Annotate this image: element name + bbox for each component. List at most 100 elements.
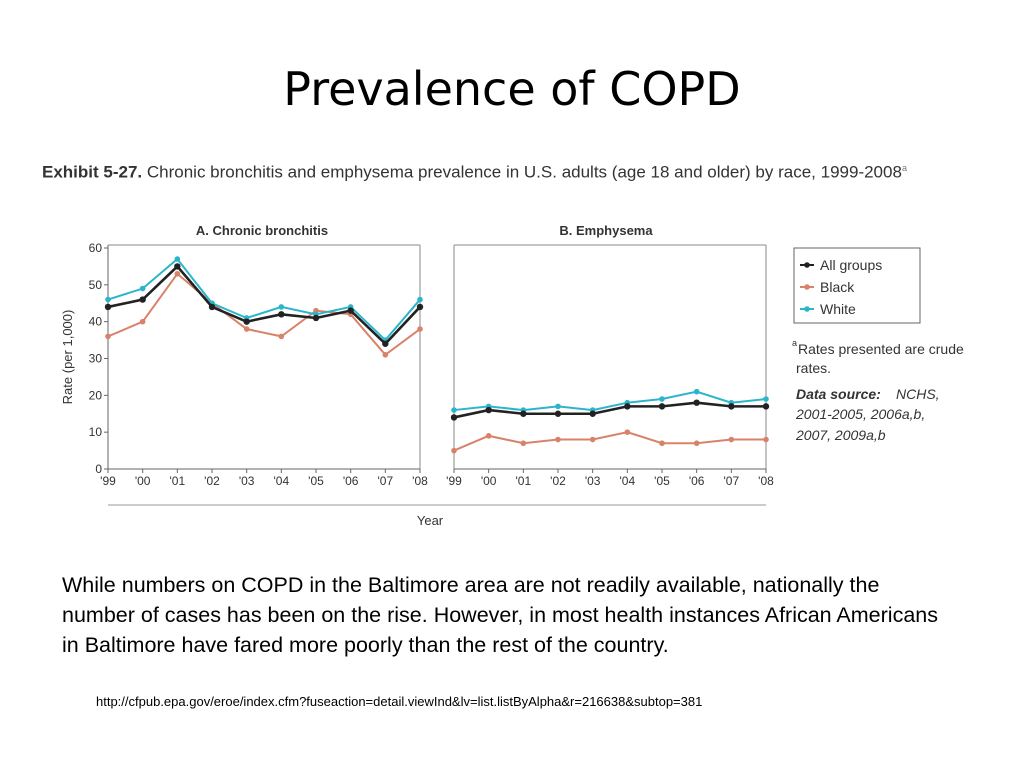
- data-source-label: Data source:: [796, 386, 881, 402]
- data-source-line-2: 2001-2005, 2006a,b,: [795, 406, 925, 422]
- panel-a-point-all-groups: [416, 303, 424, 311]
- panel-a-x-tick-label: '00: [135, 474, 151, 488]
- panel-a-x-tick-label: '03: [239, 474, 255, 488]
- panel-a-point-all-groups: [347, 307, 354, 314]
- panel-b-point-black: [555, 436, 561, 443]
- panel-a-x-tick-label: '08: [412, 474, 428, 488]
- legend-label-all-groups: All groups: [820, 257, 882, 273]
- panel-a-series-line-black: [107, 272, 421, 357]
- legend-box: [793, 247, 921, 324]
- panel-b-point-all-groups: [450, 414, 458, 421]
- panel-a-point-black: [382, 352, 389, 358]
- panel-a-x-tick-label: '02: [204, 474, 220, 488]
- panel-b-x-tick-label: '00: [481, 474, 497, 488]
- panel-b-point-all-groups: [658, 403, 666, 410]
- exhibit-caption: Exhibit 5-27. Chronic bronchitis and emp…: [42, 156, 942, 185]
- panel-a-point-black: [278, 333, 285, 340]
- x-axis-label: Year: [417, 513, 444, 528]
- panel-a-y-tick-label: 20: [89, 388, 103, 402]
- panel-b-point-white: [763, 396, 769, 402]
- panel-b-x-tick-label: '02: [550, 474, 566, 488]
- data-source-line-1: NCHS,: [896, 386, 940, 402]
- panel-a-series-line-white: [107, 257, 421, 342]
- panel-b-point-black: [693, 440, 700, 447]
- legend-marker-black: [804, 284, 810, 290]
- footnote-line-2: rates.: [796, 360, 831, 376]
- panel-a-point-white: [174, 256, 181, 262]
- panel-b-point-black: [520, 440, 527, 447]
- panel-a-x-tick-label: '06: [343, 474, 359, 488]
- panel-a-point-all-groups: [139, 296, 146, 303]
- panel-a-x-tick-label: '01: [170, 474, 186, 488]
- y-axis-label: Rate (per 1,000): [60, 310, 75, 405]
- footnote-line-1: Rates presented are crude: [798, 341, 964, 357]
- panel-b-series-line-black: [453, 431, 766, 452]
- panel-a-y-tick-label: 10: [89, 425, 103, 439]
- panel-a-point-white: [105, 296, 111, 303]
- panel-a-title: A. Chronic bronchitis: [196, 223, 328, 238]
- legend: All groups Black White: [793, 247, 921, 324]
- panel-a-point-black: [243, 326, 250, 332]
- panel-a-y-tick-label: 30: [89, 352, 103, 366]
- panel-b-title: B. Emphysema: [559, 223, 653, 238]
- panel-a-x-tick-label: '05: [308, 474, 324, 488]
- panel-a-point-all-groups: [382, 340, 389, 347]
- panel-b-point-black: [624, 429, 631, 435]
- panel-a-point-all-groups: [104, 303, 112, 311]
- footnote-mark: a: [792, 338, 797, 348]
- panel-b-series-line-all-groups: [453, 401, 766, 419]
- panel-a-y-tick-label: 60: [89, 241, 103, 255]
- panel-a-x-tick-label: '07: [378, 474, 394, 488]
- legend-label-black: Black: [820, 279, 855, 295]
- panel-a-point-black: [417, 326, 423, 332]
- panel-a-x-tick-label: '99: [100, 474, 116, 488]
- panel-b-point-white: [693, 388, 700, 395]
- panel-a-point-black: [139, 318, 146, 325]
- chart-notes: a Rates presented are crude rates. Data …: [792, 338, 964, 443]
- panel-b-point-all-groups: [589, 410, 596, 417]
- panel-b-x-tick-label: '01: [516, 474, 532, 488]
- panel-b-point-black: [763, 436, 769, 443]
- panel-a-point-black: [105, 333, 111, 340]
- panel-b-point-all-groups: [762, 403, 770, 410]
- panel-a-point-white: [278, 304, 285, 310]
- data-source-line-3: 2007, 2009a,b: [795, 427, 886, 443]
- panel-b-point-all-groups: [693, 399, 700, 406]
- panel-a-y-tick-label: 50: [89, 278, 103, 292]
- source-url: http://cfpub.epa.gov/eroe/index.cfm?fuse…: [96, 694, 703, 709]
- panel-b-x-tick-label: '03: [585, 474, 601, 488]
- panel-b-point-all-groups: [520, 410, 527, 417]
- panel-b-x-tick-label: '99: [446, 474, 462, 488]
- panel-b-point-all-groups: [485, 406, 492, 414]
- panel-b-point-all-groups: [624, 403, 631, 410]
- panel-a-series-line-all-groups: [107, 264, 421, 346]
- panel-a-point-black: [174, 270, 181, 277]
- panel-b-x-tick-label: '05: [654, 474, 670, 488]
- panel-a-point-all-groups: [312, 314, 320, 322]
- panel-b-series-line-white: [453, 390, 767, 412]
- panel-a: A. Chronic bronchitis: [107, 223, 421, 470]
- legend-marker-white: [804, 306, 810, 312]
- panel-a-y-tick-label: 0: [95, 462, 102, 476]
- panel-b-point-white: [659, 396, 665, 402]
- panel-b-x-tick-label: '08: [758, 474, 774, 488]
- panel-a-point-all-groups: [243, 318, 250, 325]
- panel-a-point-all-groups: [278, 311, 285, 318]
- panel-b-x-tick-label: '04: [620, 474, 636, 488]
- panel-b-point-black: [451, 447, 457, 454]
- panel-b-point-white: [555, 403, 561, 410]
- panel-a-point-white: [417, 296, 423, 303]
- exhibit-footnote-mark: a: [901, 163, 907, 173]
- chart-marks: '99 '00 '01 '02 '03 '04 '05 '06 '07 '08 0 10 20 30 40 5…: [89, 241, 775, 488]
- slide-title: Prevalence of COPD: [283, 62, 741, 116]
- panel-b: B. Emphysema: [453, 223, 767, 470]
- panel-a-point-all-groups: [174, 263, 181, 270]
- body-paragraph: While numbers on COPD in the Baltimore a…: [62, 573, 938, 657]
- panel-b-point-black: [728, 436, 735, 443]
- panel-a-x-tick-label: '04: [274, 474, 290, 488]
- panel-b-point-black: [589, 436, 596, 443]
- legend-marker-all-groups: [804, 262, 810, 268]
- panel-a-point-all-groups: [208, 303, 216, 311]
- panel-b-point-all-groups: [728, 403, 735, 410]
- panel-a-point-white: [139, 285, 146, 292]
